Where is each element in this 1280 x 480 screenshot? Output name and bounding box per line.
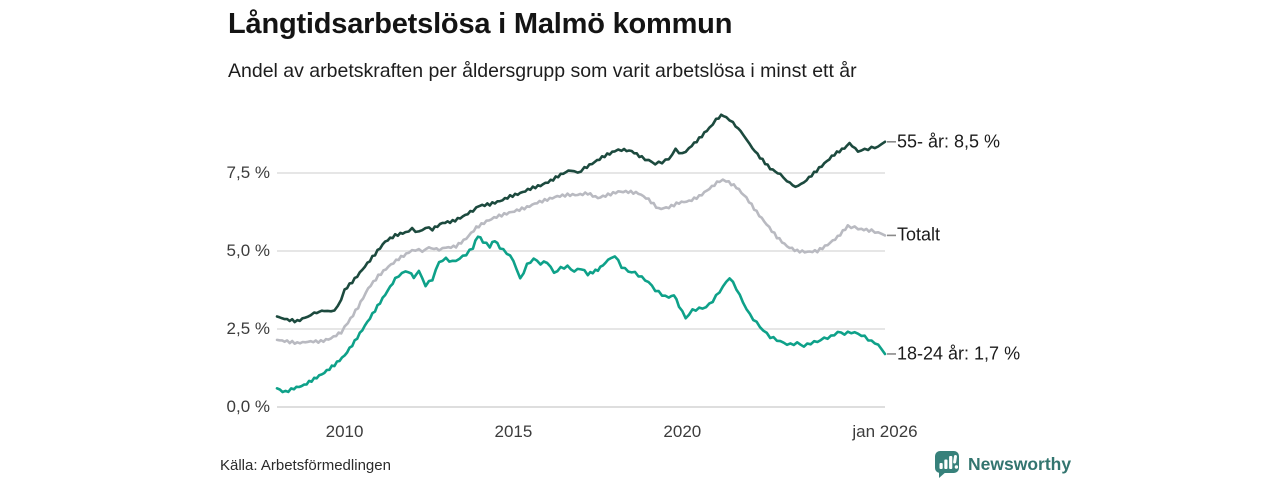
brand-name: Newsworthy	[968, 454, 1072, 474]
x-tick-2015: 2015	[494, 422, 533, 441]
series-line-55- år	[275, 113, 887, 324]
source-note: Källa: Arbetsförmedlingen	[220, 457, 391, 474]
series-line-Totalt	[275, 178, 887, 345]
series-line-18-24 år	[275, 235, 887, 394]
brand-logo: Newsworthy	[934, 450, 1071, 479]
y-tick-2-5: 2,5 %	[226, 319, 270, 338]
x-tick-2020: 2020	[663, 422, 702, 441]
series-label-total: Totalt	[897, 224, 941, 245]
newsworthy-icon	[935, 451, 959, 478]
y-tick-5-0: 5,0 %	[226, 241, 270, 260]
x-tick-2010: 2010	[325, 422, 364, 441]
y-tick-0-0: 0,0 %	[226, 397, 270, 416]
series-label-55: 55- år: 8,5 %	[897, 131, 1001, 152]
x-tick-jan-2026: jan 2026	[852, 422, 918, 441]
page-subtitle: Andel av arbetskraften per åldersgrupp s…	[228, 60, 857, 82]
y-tick-7-5: 7,5 %	[226, 163, 270, 182]
page-title: Långtidsarbetslösa i Malmö kommun	[228, 8, 733, 40]
series-label-18-24: 18-24 år: 1,7 %	[897, 343, 1021, 364]
